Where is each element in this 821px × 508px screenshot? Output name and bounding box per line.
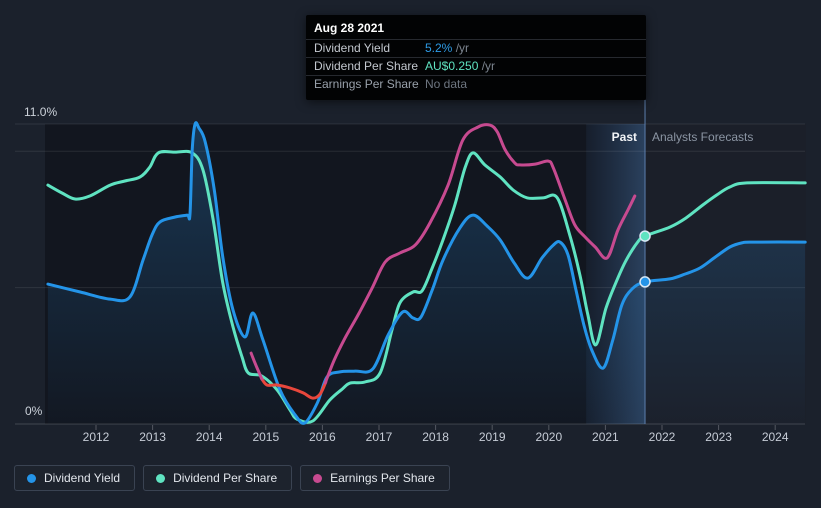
legend-label: Dividend Yield [44,471,121,485]
tooltip-unit: /yr [478,59,496,73]
x-axis-year-label: 2017 [365,430,393,444]
chart-tooltip: Aug 28 2021 Dividend Yield 5.2% /yr Divi… [306,15,646,100]
x-axis-year-label: 2015 [252,430,280,444]
x-axis-year-label: 2021 [592,430,619,444]
legend-item-earnings-per-share[interactable]: Earnings Per Share [300,465,450,491]
x-axis-year-label: 2020 [535,430,563,444]
x-axis-year-label: 2023 [705,430,732,444]
tooltip-label: Dividend Per Share [314,59,419,73]
dividend-yield-marker [639,276,651,288]
x-axis-year-label: 2012 [82,430,110,444]
series-line-dividend-per-share [46,149,807,424]
tooltip-unit: /yr [452,41,470,55]
x-axis-year-label: 2018 [422,430,449,444]
dividend-per-share-marker [639,230,651,242]
analysts-forecasts-region-label: Analysts Forecasts [652,130,754,144]
tooltip-label: Earnings Per Share [314,77,419,91]
chart-legend: Dividend Yield Dividend Per Share Earnin… [14,465,450,491]
x-axis-year-label: 2016 [309,430,336,444]
x-axis-year-label: 2022 [648,430,676,444]
y-axis-max-label: 11.0% [24,105,58,119]
series-line-earnings-per-share [323,123,637,385]
dividend-yield-dot-icon [27,473,36,483]
tooltip-value: AU$0.250 [425,59,479,73]
dividend-per-share-dot-icon [156,473,166,483]
x-axis-year-label: 2019 [478,430,506,444]
tooltip-row-earnings-per-share: Earnings Per Share No data [306,75,646,93]
x-axis-year-label: 2013 [139,430,166,444]
tooltip-row-dividend-per-share: Dividend Per Share AU$0.250 /yr [306,57,646,75]
legend-item-dividend-per-share[interactable]: Dividend Per Share [143,465,293,491]
series-line-earnings-per-share [249,351,264,381]
tooltip-date: Aug 28 2021 [314,21,385,35]
legend-label: Dividend Per Share [173,471,278,485]
series-line-dividend-yield [46,121,807,425]
tooltip-value: No data [425,77,468,91]
dividend-yield-area-fill [47,122,806,424]
legend-label: Earnings Per Share [330,471,435,485]
earnings-per-share-dot-icon [313,473,323,483]
y-axis-zero-label: 0% [25,404,43,418]
tooltip-value: 5.2% [425,41,453,55]
tooltip-label: Dividend Yield [314,41,391,55]
tooltip-row-dividend-yield: Dividend Yield 5.2% /yr [306,39,646,57]
series-line-earnings-per-share-loss-segment- [259,376,328,400]
past-region-label: Past [611,130,637,144]
x-axis-year-label: 2024 [761,430,789,444]
x-axis-year-label: 2014 [195,430,223,444]
legend-item-dividend-yield[interactable]: Dividend Yield [14,465,136,491]
